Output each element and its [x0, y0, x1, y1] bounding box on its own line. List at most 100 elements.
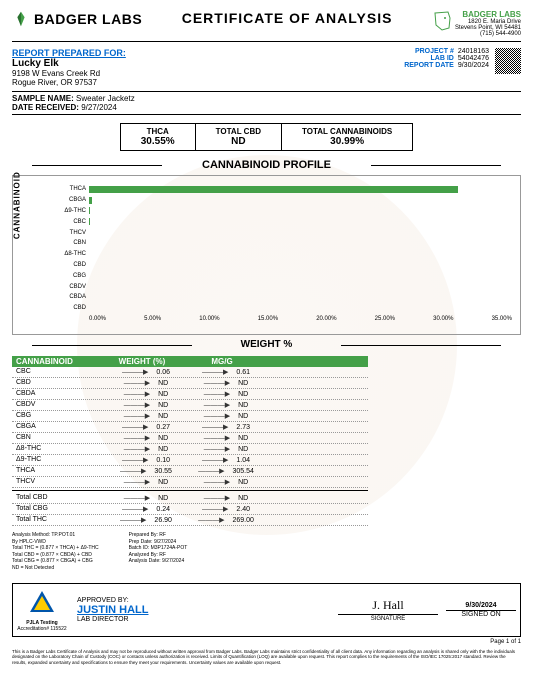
bar-track — [89, 261, 512, 268]
summary-box: TOTAL CANNABINOIDS30.99% — [282, 123, 413, 151]
chart-row: Δ8-THC — [53, 249, 512, 260]
td-cann: THCV — [12, 477, 102, 487]
x-tick: 35.00% — [492, 316, 512, 322]
table-row: CBGA———▶0.27———▶2.73 — [12, 422, 368, 433]
td-weight: ———▶ND — [102, 400, 182, 410]
chart-row: THCA — [53, 184, 512, 195]
td-weight: ———▶ND — [102, 433, 182, 443]
bar-track — [89, 197, 512, 204]
date-recv: 9/27/2024 — [81, 103, 117, 112]
td-total-cann: Total CBG — [12, 504, 102, 514]
sum-title: THCA — [141, 127, 175, 136]
td-mgg: ———▶ND — [182, 411, 262, 421]
chart-label: CBD — [53, 305, 89, 311]
td-total-weight: ———▶0.24 — [102, 504, 182, 514]
chart-label: CBGA — [53, 197, 89, 203]
x-tick: 25.00% — [375, 316, 395, 322]
x-tick: 20.00% — [316, 316, 336, 322]
approver-name: JUSTIN HALL — [77, 604, 330, 616]
summary-box: TOTAL CBDND — [196, 123, 282, 151]
td-mgg: ———▶ND — [182, 477, 262, 487]
sample-name-lbl: SAMPLE NAME: — [12, 94, 74, 103]
chart-label: THCV — [53, 230, 89, 236]
chart-row: CBC — [53, 216, 512, 227]
table-row: CBG———▶ND———▶ND — [12, 411, 368, 422]
sum-val: 30.55% — [141, 136, 175, 147]
sum-title: TOTAL CANNABINOIDS — [302, 127, 392, 136]
td-cann: CBD — [12, 378, 102, 388]
td-cann: CBC — [12, 367, 102, 377]
table-row: CBDV———▶ND———▶ND — [12, 400, 368, 411]
disclaimer: This is a Badger Labs Certificate of Ana… — [12, 649, 521, 665]
td-total-mgg: ———▶ND — [182, 493, 262, 503]
td-cann: CBG — [12, 411, 102, 421]
table-row: CBN———▶ND———▶ND — [12, 433, 368, 444]
td-mgg: ———▶ND — [182, 444, 262, 454]
th-weight: WEIGHT (%) — [102, 356, 182, 367]
sample-name: Sweater Jacketz — [76, 94, 135, 103]
chart-row: CBGA — [53, 195, 512, 206]
chart-label: CBN — [53, 240, 89, 246]
x-tick: 5.00% — [144, 316, 161, 322]
table-header: CANNABINOID WEIGHT (%) MG/G — [12, 356, 368, 367]
td-weight: ———▶ND — [102, 378, 182, 388]
td-cann: THCA — [12, 466, 102, 476]
approver-title: LAB DIRECTOR — [77, 616, 330, 623]
footnote-line: ND = Not Detected — [12, 565, 99, 572]
footnotes-right: Prepared By: RFPrep Date: 9/27/2024Batch… — [129, 532, 188, 571]
chart-label: CBC — [53, 219, 89, 225]
td-total-weight: ———▶ND — [102, 493, 182, 503]
chart-row: THCV — [53, 227, 512, 238]
bar — [89, 186, 458, 193]
footnote-line: Total THC = (0.877 × THCA) + Δ9-THC — [12, 545, 99, 552]
chart-label: CBG — [53, 273, 89, 279]
td-cann: CBDA — [12, 389, 102, 399]
td-cann: CBN — [12, 433, 102, 443]
chart-row: Δ9-THC — [53, 206, 512, 217]
td-mgg: ———▶2.73 — [182, 422, 262, 432]
x-axis: 0.00%5.00%10.00%15.00%20.00%25.00%30.00%… — [53, 316, 512, 322]
pjla-logo-icon — [27, 588, 57, 618]
table-row: Δ9-THC———▶0.10———▶1.04 — [12, 455, 368, 466]
bar-track — [89, 207, 512, 214]
profile-title: CANNABINOID PROFILE — [12, 159, 521, 171]
td-weight: ———▶0.06 — [102, 367, 182, 377]
footnotes-left: Analysis Method: TP.POT.01By HPLC-VWDTot… — [12, 532, 99, 571]
chart-label: THCA — [53, 186, 89, 192]
project-lbl: PROJECT # — [415, 48, 454, 55]
bar — [89, 218, 90, 225]
data-table: CANNABINOID WEIGHT (%) MG/G CBC———▶0.06—… — [12, 356, 368, 526]
table-row: CBDA———▶ND———▶ND — [12, 389, 368, 400]
table-body: CBC———▶0.06———▶0.61CBD———▶ND———▶NDCBDA——… — [12, 367, 368, 488]
signature-script: J. Hall — [330, 598, 446, 613]
lab-info: BADGER LABS 1820 E. Maria Drive Stevens … — [432, 10, 521, 37]
page-number: Page 1 of 1 — [12, 639, 521, 645]
footnote-line: Total CBG = (0.877 × CBGA) + CBG — [12, 558, 99, 565]
td-cann: Δ9-THC — [12, 455, 102, 465]
bar-track — [89, 251, 512, 258]
x-tick: 10.00% — [199, 316, 219, 322]
chart-row: CBD — [53, 303, 512, 314]
wisconsin-icon — [432, 10, 452, 32]
table-row: Δ8-THC———▶ND———▶ND — [12, 444, 368, 455]
td-mgg: ———▶ND — [182, 433, 262, 443]
total-row: Total THC———▶26.90———▶269.00 — [12, 515, 368, 526]
td-mgg: ———▶ND — [182, 378, 262, 388]
total-row: Total CBD———▶ND———▶ND — [12, 493, 368, 504]
sample-row: SAMPLE NAME: Sweater Jacketz DATE RECEIV… — [12, 91, 521, 115]
chart-area: CANNABINOID THCACBGAΔ9-THCCBCTHCVCBNΔ8-T… — [12, 175, 521, 335]
approval-box: PJLA Testing Accreditation# 115522 APPRO… — [12, 583, 521, 637]
bar-track — [89, 186, 512, 193]
chart-label: Δ9-THC — [53, 208, 89, 214]
td-cann: CBDV — [12, 400, 102, 410]
td-total-weight: ———▶26.90 — [102, 515, 182, 525]
td-weight: ———▶0.27 — [102, 422, 182, 432]
th-cannabinoid: CANNABINOID — [12, 356, 102, 367]
bar-track — [89, 218, 512, 225]
reportdate-lbl: REPORT DATE — [404, 62, 454, 69]
reportdate-val: 9/30/2024 — [458, 62, 489, 69]
td-mgg: ———▶1.04 — [182, 455, 262, 465]
th-mgg: MG/G — [182, 356, 262, 367]
table-row: CBC———▶0.06———▶0.61 — [12, 367, 368, 378]
td-weight: ———▶0.10 — [102, 455, 182, 465]
